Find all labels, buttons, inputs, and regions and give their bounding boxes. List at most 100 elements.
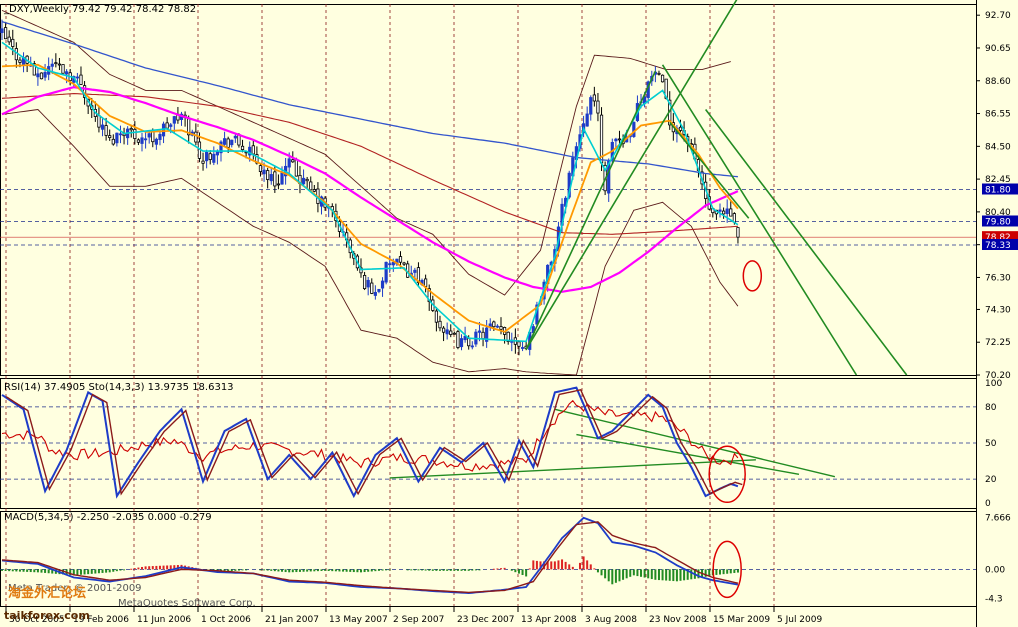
macd-histogram-bar — [629, 569, 632, 577]
candle — [104, 117, 108, 141]
macd-histogram-bar — [101, 569, 104, 573]
candle-body — [258, 165, 263, 172]
moving-average-ma-slow — [1, 86, 739, 293]
candle-body — [445, 329, 449, 335]
macd-histogram-bar — [568, 564, 571, 570]
macd-histogram-bar — [320, 569, 323, 571]
price-trendline[interactable] — [525, 70, 657, 350]
candle — [75, 72, 79, 83]
macd-histogram-bar — [500, 568, 503, 570]
rsi-trendline[interactable] — [554, 408, 836, 478]
price-tag-label: 79.80 — [985, 217, 1011, 227]
candle-body — [377, 288, 381, 292]
trendline-layer[interactable] — [389, 0, 908, 479]
candle-body — [57, 63, 62, 66]
macd-histogram-bar — [374, 569, 377, 572]
candle — [729, 200, 733, 217]
candle — [312, 184, 316, 193]
macd-histogram-bar — [309, 569, 312, 572]
macd-histogram-bar — [263, 569, 266, 571]
candle — [36, 67, 40, 86]
macd-histogram-bar — [618, 569, 621, 582]
macd-histogram-bar — [370, 569, 373, 572]
price-trendline[interactable] — [705, 109, 908, 376]
candle — [718, 203, 722, 218]
macd-histogram-bar — [683, 569, 686, 581]
macd-histogram-bar — [729, 569, 732, 574]
macd-histogram-bar — [640, 569, 643, 577]
candle — [725, 199, 729, 223]
candle-body — [305, 178, 309, 182]
price-annotation-circle[interactable] — [742, 260, 763, 292]
macd-histogram-bar — [356, 569, 359, 573]
macd-histogram-bar — [672, 569, 675, 582]
rsi-annotation-circle[interactable] — [708, 445, 746, 504]
macd-histogram-bar — [532, 560, 535, 570]
macd-histogram-bar — [456, 569, 459, 571]
candle-body — [373, 291, 377, 296]
macd-histogram-bar — [291, 569, 294, 573]
candle-body — [592, 94, 596, 102]
candle-body — [276, 183, 281, 186]
macd-histogram-bar — [604, 569, 607, 579]
macd-histogram-bar — [636, 569, 639, 577]
rsi-tick-label: 20 — [985, 475, 997, 485]
date-label: 13 Apr 2008 — [521, 615, 577, 625]
candle — [402, 261, 406, 266]
macd-histogram-bar — [388, 569, 391, 571]
candle — [657, 70, 661, 76]
candle — [3, 21, 8, 40]
price-trendline[interactable] — [669, 121, 750, 219]
candle-body — [205, 151, 209, 162]
macd-histogram-bar — [496, 568, 499, 570]
candle-body — [463, 335, 467, 341]
candle — [441, 326, 446, 342]
rsi-trendline[interactable] — [389, 459, 756, 479]
macd-histogram-bar — [51, 569, 54, 574]
candle-body — [736, 227, 740, 238]
candle-body — [75, 76, 79, 79]
candle-body — [233, 135, 237, 139]
price-trendline[interactable] — [661, 64, 858, 376]
candle — [208, 150, 212, 165]
macd-histogram-bar — [406, 569, 409, 571]
macd-tick-label: 7.666 — [985, 513, 1011, 523]
macd-histogram-bar — [557, 560, 560, 570]
macd-histogram-bar — [661, 569, 664, 581]
macd-signal-line — [1, 521, 739, 594]
macd-histogram-bar — [162, 565, 165, 570]
macd-histogram-bar — [675, 569, 678, 582]
candle-body — [240, 145, 245, 150]
macd-histogram-bar — [704, 569, 707, 577]
date-label: 5 Jul 2009 — [777, 615, 822, 625]
annotation-circles[interactable] — [708, 260, 763, 599]
candle-body — [384, 261, 388, 283]
candle — [226, 136, 230, 154]
macd-histogram-bar — [550, 561, 553, 570]
macd-histogram-bar — [611, 569, 614, 585]
macd-histogram-bar — [564, 561, 567, 570]
macd-histogram-bar — [47, 569, 50, 574]
candle — [100, 117, 105, 137]
candle — [449, 324, 453, 338]
price-trendline[interactable] — [525, 0, 738, 350]
candle — [129, 125, 133, 138]
macd-histogram-bar — [241, 569, 244, 571]
candle — [205, 149, 209, 169]
candle-body — [380, 280, 385, 289]
macd-annotation-circle[interactable] — [712, 540, 742, 599]
macd-histogram-bar — [697, 569, 700, 579]
candle-body — [718, 209, 722, 212]
macd-histogram-bar — [553, 561, 556, 570]
macd-histogram-bar — [83, 569, 86, 575]
macd-histogram-bar — [586, 560, 589, 570]
macd-histogram-bar — [8, 569, 11, 572]
price-tag-box — [982, 183, 1018, 195]
candle-body — [294, 159, 298, 177]
macd-histogram-bar — [234, 569, 237, 571]
macd-histogram-bar — [227, 569, 230, 572]
macd-histogram-bar — [94, 569, 97, 574]
candle-body — [39, 72, 44, 80]
